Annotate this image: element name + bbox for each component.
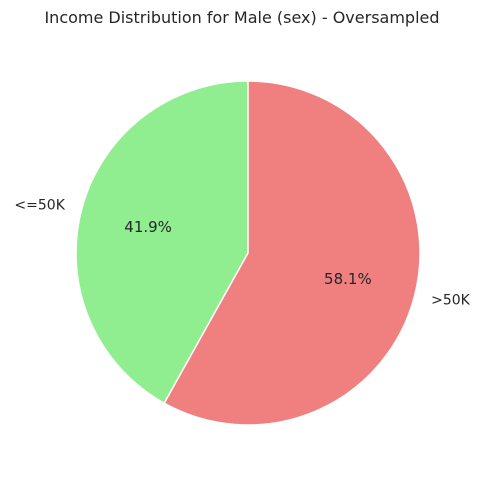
pie-slice-le-50k xyxy=(75,80,249,404)
pie-labels: 41.9% <=50K 58.1% >50K xyxy=(14,197,470,308)
percent-label-gt-50k: 58.1% xyxy=(324,270,372,288)
category-label-le-50k: <=50K xyxy=(14,197,65,213)
pie-slice-gt-50k xyxy=(163,80,421,426)
category-label-gt-50k: >50K xyxy=(431,293,471,309)
pie-slices xyxy=(75,80,421,426)
percent-label-le-50k: 41.9% xyxy=(124,218,172,236)
chart-title: Income Distribution for Male (sex) - Ove… xyxy=(44,8,439,27)
